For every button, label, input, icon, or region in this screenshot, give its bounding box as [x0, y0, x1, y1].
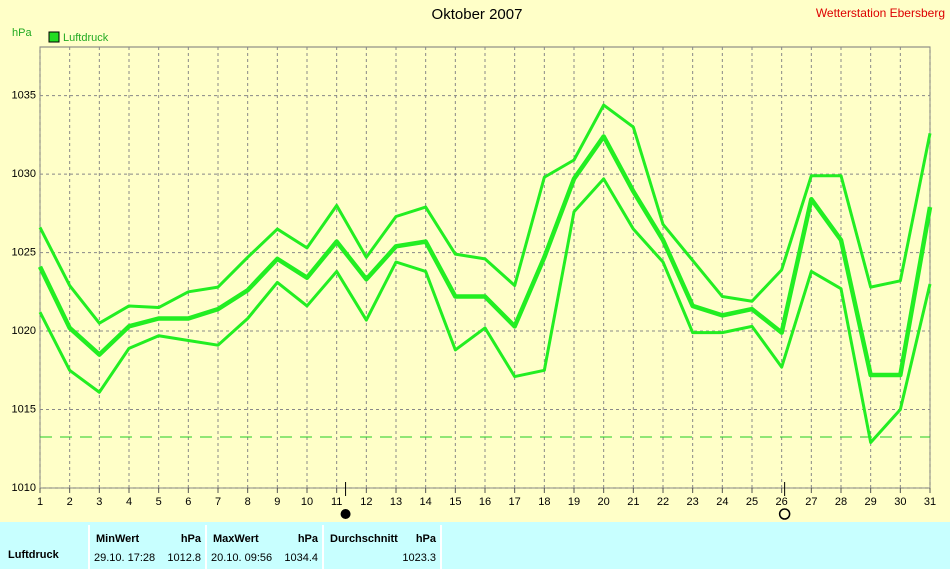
- data-line: [38, 103, 932, 325]
- x-tick-label: 23: [687, 496, 699, 508]
- y-tick-label: 1015: [12, 403, 36, 415]
- x-tick-label: 16: [479, 496, 491, 508]
- cell-value: 1012.8: [167, 552, 201, 564]
- chart: Oktober 2007 Wetterstation Ebersberg hPa…: [12, 6, 945, 520]
- cell-time: 29.10. 17:28: [94, 552, 156, 564]
- legend-swatch: [48, 31, 60, 43]
- x-tick-label: 30: [894, 496, 906, 508]
- x-tick-label: 12: [360, 496, 372, 508]
- x-tick-label: 20: [598, 496, 610, 508]
- x-tick-label: 9: [274, 496, 280, 508]
- cell-header: MinWert: [96, 533, 140, 545]
- cell-unit: hPa: [180, 533, 201, 545]
- cell-unit: hPa: [415, 533, 436, 545]
- x-tick-label: 17: [509, 496, 521, 508]
- cell-divider: [440, 525, 442, 569]
- x-tick-label: 5: [156, 496, 162, 508]
- x-tick-label: 13: [390, 496, 402, 508]
- y-tick-label: 1020: [12, 325, 36, 337]
- x-tick-label: 21: [627, 496, 639, 508]
- chart-title: Oktober 2007: [432, 6, 523, 23]
- cell-unit: hPa: [297, 533, 318, 545]
- x-tick-label: 28: [835, 496, 847, 508]
- x-tick-label: 15: [449, 496, 461, 508]
- x-tick-label: 6: [185, 496, 191, 508]
- x-tick-label: 11: [331, 496, 342, 508]
- x-tick-label: 22: [657, 496, 669, 508]
- cell-value: 1023.3: [402, 552, 436, 564]
- new-moon: [340, 509, 351, 519]
- cell-header: MaxWert: [213, 533, 259, 545]
- full-moon: [778, 508, 791, 520]
- legend-label: Luftdruck: [63, 32, 109, 44]
- stats-table: Luftdruck MinWert hPa 29.10. 17:28 1012.8 Ma…: [0, 522, 950, 569]
- y-tick-label: 1010: [12, 482, 36, 494]
- data-line: [37, 134, 933, 378]
- x-tick-label: 29: [865, 496, 877, 508]
- row-label: Luftdruck: [8, 549, 59, 561]
- x-tick-label: 1: [37, 496, 43, 508]
- x-tick-label: 2: [67, 496, 73, 508]
- cell-value: 1034.4: [284, 552, 318, 564]
- x-tick-label: 3: [96, 496, 102, 508]
- x-tick-label: 26: [776, 496, 788, 508]
- x-tick-label: 7: [215, 496, 221, 508]
- x-tick-label: 18: [538, 496, 550, 508]
- stats-cell: Durchschnitt hPa 1023.3: [322, 525, 442, 569]
- station-name: Wetterstation Ebersberg: [816, 6, 945, 20]
- y-axis-label: hPa: [12, 27, 32, 39]
- cell-header: Durchschnitt: [330, 533, 398, 545]
- x-tick-label: 27: [805, 496, 817, 508]
- stats-cell: MinWert hPa 29.10. 17:28 1012.8: [88, 525, 207, 569]
- y-tick-label: 1025: [12, 246, 36, 258]
- x-tick-label: 14: [420, 496, 432, 508]
- y-tick-label: 1030: [12, 168, 36, 180]
- x-tick-label: 24: [716, 496, 728, 508]
- cell-time: 20.10. 09:56: [211, 552, 273, 564]
- stats-cell: MaxWert hPa 20.10. 09:56 1034.4: [205, 525, 324, 569]
- x-tick-label: 19: [568, 496, 580, 508]
- x-tick-label: 31: [924, 496, 936, 508]
- x-tick-label: 25: [746, 496, 758, 508]
- x-tick-label: 4: [126, 496, 132, 508]
- x-tick-label: 10: [301, 496, 313, 508]
- x-tick-label: 8: [245, 496, 251, 508]
- data-line: [38, 177, 932, 444]
- y-tick-label: 1035: [12, 90, 36, 102]
